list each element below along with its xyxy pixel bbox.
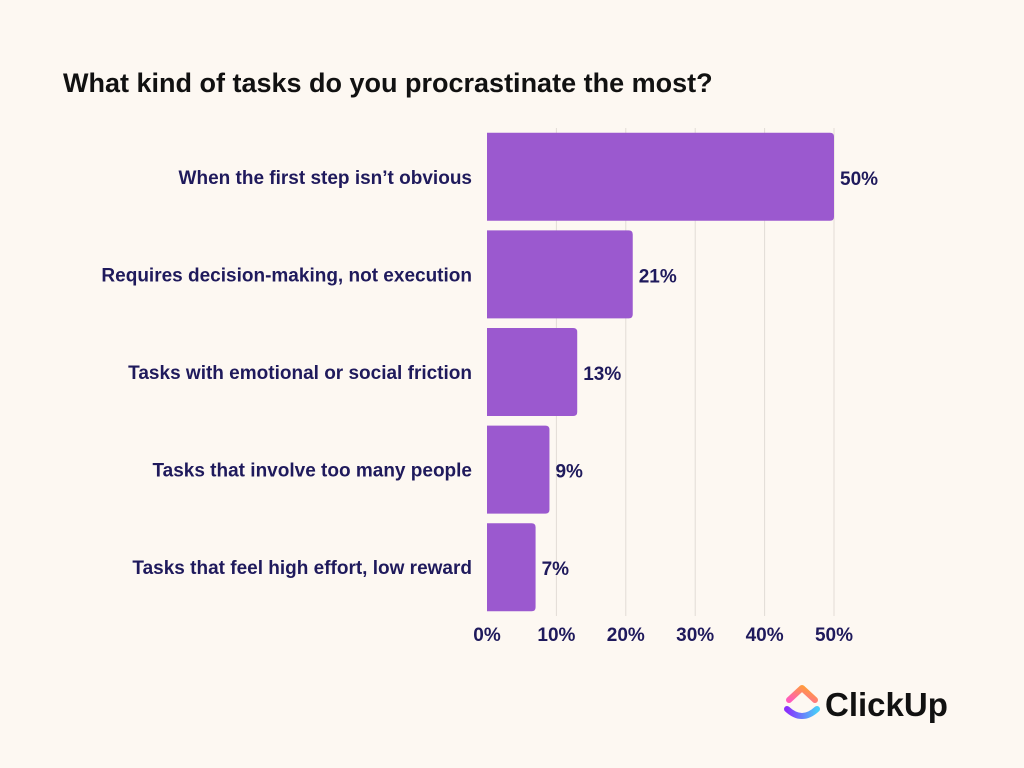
ticks-layer: 0% 10% 20% 30% 40% 50% <box>473 625 853 646</box>
bar <box>487 328 578 416</box>
category-label: Tasks that feel high effort, low reward <box>132 558 472 579</box>
bar <box>487 425 550 514</box>
data-label: 9% <box>555 462 583 483</box>
clickup-logo: ClickUp <box>784 685 948 723</box>
chart-title: What kind of tasks do you procrastinate … <box>63 68 713 98</box>
bar <box>487 230 633 319</box>
category-label: Requires decision-making, not execution <box>101 265 472 286</box>
x-tick-label: 40% <box>746 625 784 646</box>
bar <box>487 132 834 221</box>
data-label: 13% <box>583 364 621 385</box>
x-tick-label: 20% <box>607 625 645 646</box>
category-label: When the first step isn’t obvious <box>179 168 472 189</box>
x-tick-label: 10% <box>537 625 575 646</box>
category-label: Tasks that involve too many people <box>152 461 472 482</box>
category-label: Tasks with emotional or social friction <box>128 363 472 384</box>
x-tick-label: 50% <box>815 625 853 646</box>
data-label: 21% <box>639 266 677 287</box>
clickup-logo-icon <box>784 685 820 719</box>
labels-layer: When the first step isn’t obvious 50% Requ… <box>101 168 878 580</box>
x-tick-label: 30% <box>676 625 714 646</box>
clickup-logo-text: ClickUp <box>825 686 948 723</box>
data-label: 50% <box>840 169 878 190</box>
bars-layer <box>487 132 834 612</box>
bar <box>487 523 536 612</box>
data-label: 7% <box>542 559 570 580</box>
x-tick-label: 0% <box>473 625 501 646</box>
